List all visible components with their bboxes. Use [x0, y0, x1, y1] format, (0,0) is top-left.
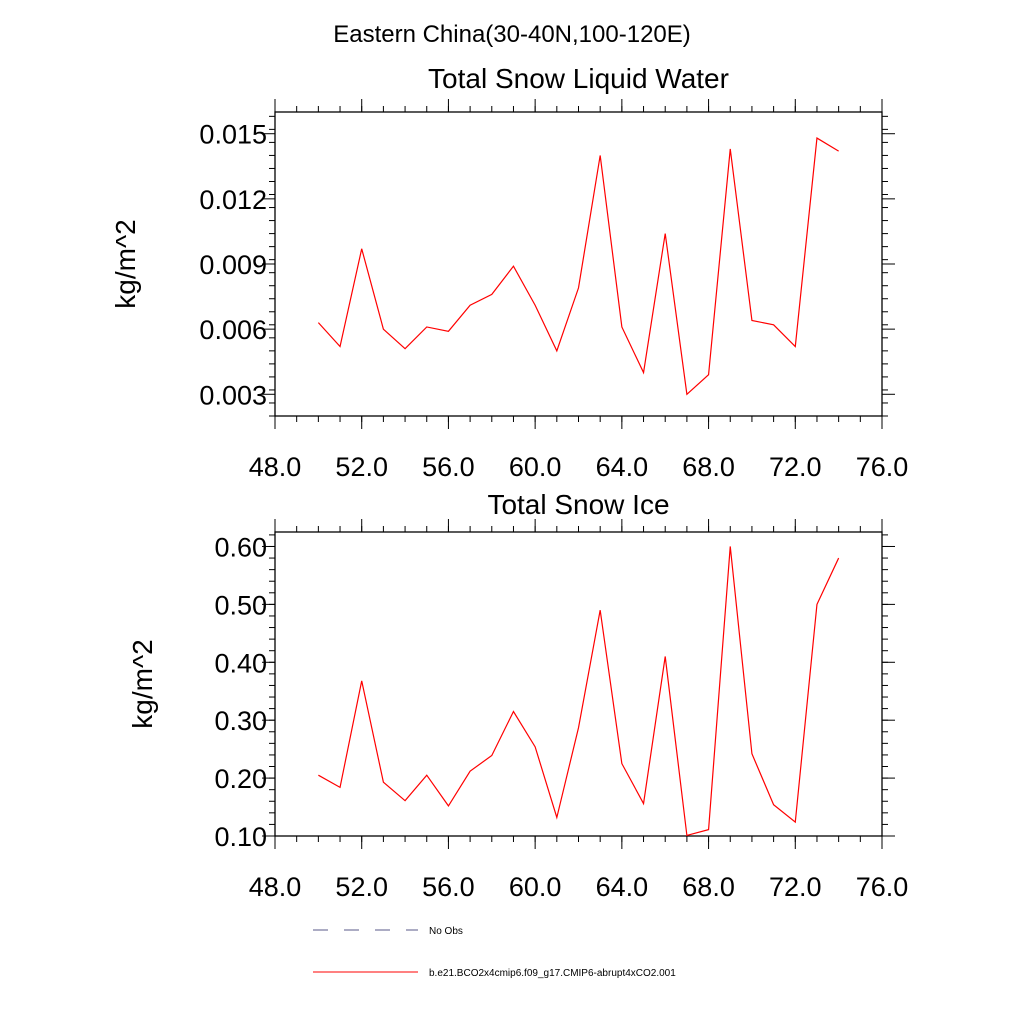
panel-total-snow-liquid-water: Total Snow Liquid Water 48.0 52.0 56.0 60.0 6… [110, 63, 908, 482]
x-tick-label: 52.0 [335, 872, 388, 902]
x-tick-label: 64.0 [596, 872, 649, 902]
y-tick-label: 0.40 [214, 648, 267, 678]
x-tick-label: 48.0 [249, 452, 302, 482]
x-tick-label: 60.0 [509, 872, 562, 902]
legend-label-no-obs: No Obs [429, 926, 463, 937]
plot-frame-snow-ice [274, 531, 883, 837]
x-tick-label: 60.0 [509, 452, 562, 482]
series-line-snow-ice [318, 546, 840, 837]
chart-title-snow-ice: Total Snow Ice [487, 489, 669, 520]
x-tick-label: 56.0 [422, 452, 475, 482]
y-tick-label: 0.60 [214, 532, 267, 562]
y-tick-label: 0.10 [214, 822, 267, 852]
x-tick-label: 68.0 [682, 452, 735, 482]
x-tick-label: 76.0 [856, 872, 909, 902]
y-tick-label: 0.20 [214, 764, 267, 794]
y-tick-label: 0.012 [199, 185, 267, 215]
series-line-liquid-water [317, 137, 839, 396]
y-axis-label-snow-ice: kg/m^2 [127, 639, 158, 728]
x-tick-label: 72.0 [769, 872, 822, 902]
y-tick-label: 0.009 [199, 250, 267, 280]
x-tick-label: 52.0 [335, 452, 388, 482]
y-tick-label: 0.006 [199, 315, 267, 345]
y-tick-label: 0.015 [199, 120, 267, 150]
y-axis-label-liquid-water: kg/m^2 [110, 219, 141, 308]
legend-label-model-run: b.e21.BCO2x4cmip6.f09_g17.CMIP6-abrupt4x… [429, 968, 676, 979]
x-tick-label: 76.0 [856, 452, 909, 482]
y-tick-label: 0.50 [214, 590, 267, 620]
x-tick-label: 68.0 [682, 872, 735, 902]
legend: No Obs b.e21.BCO2x4cmip6.f09_g17.CMIP6-a… [313, 926, 676, 979]
chart-title-liquid-water: Total Snow Liquid Water [428, 63, 729, 94]
y-tick-label: 0.30 [214, 706, 267, 736]
y-tick-label: 0.003 [199, 380, 267, 410]
x-tick-label: 56.0 [422, 872, 475, 902]
panel-total-snow-ice: Total Snow Ice 48.0 52.0 56.0 60.0 64.0 68.0 72… [127, 489, 908, 902]
x-tick-label: 48.0 [249, 872, 302, 902]
figure-suptitle: Eastern China(30-40N,100-120E) [333, 21, 691, 48]
x-tick-label: 64.0 [596, 452, 649, 482]
x-tick-label: 72.0 [769, 452, 822, 482]
